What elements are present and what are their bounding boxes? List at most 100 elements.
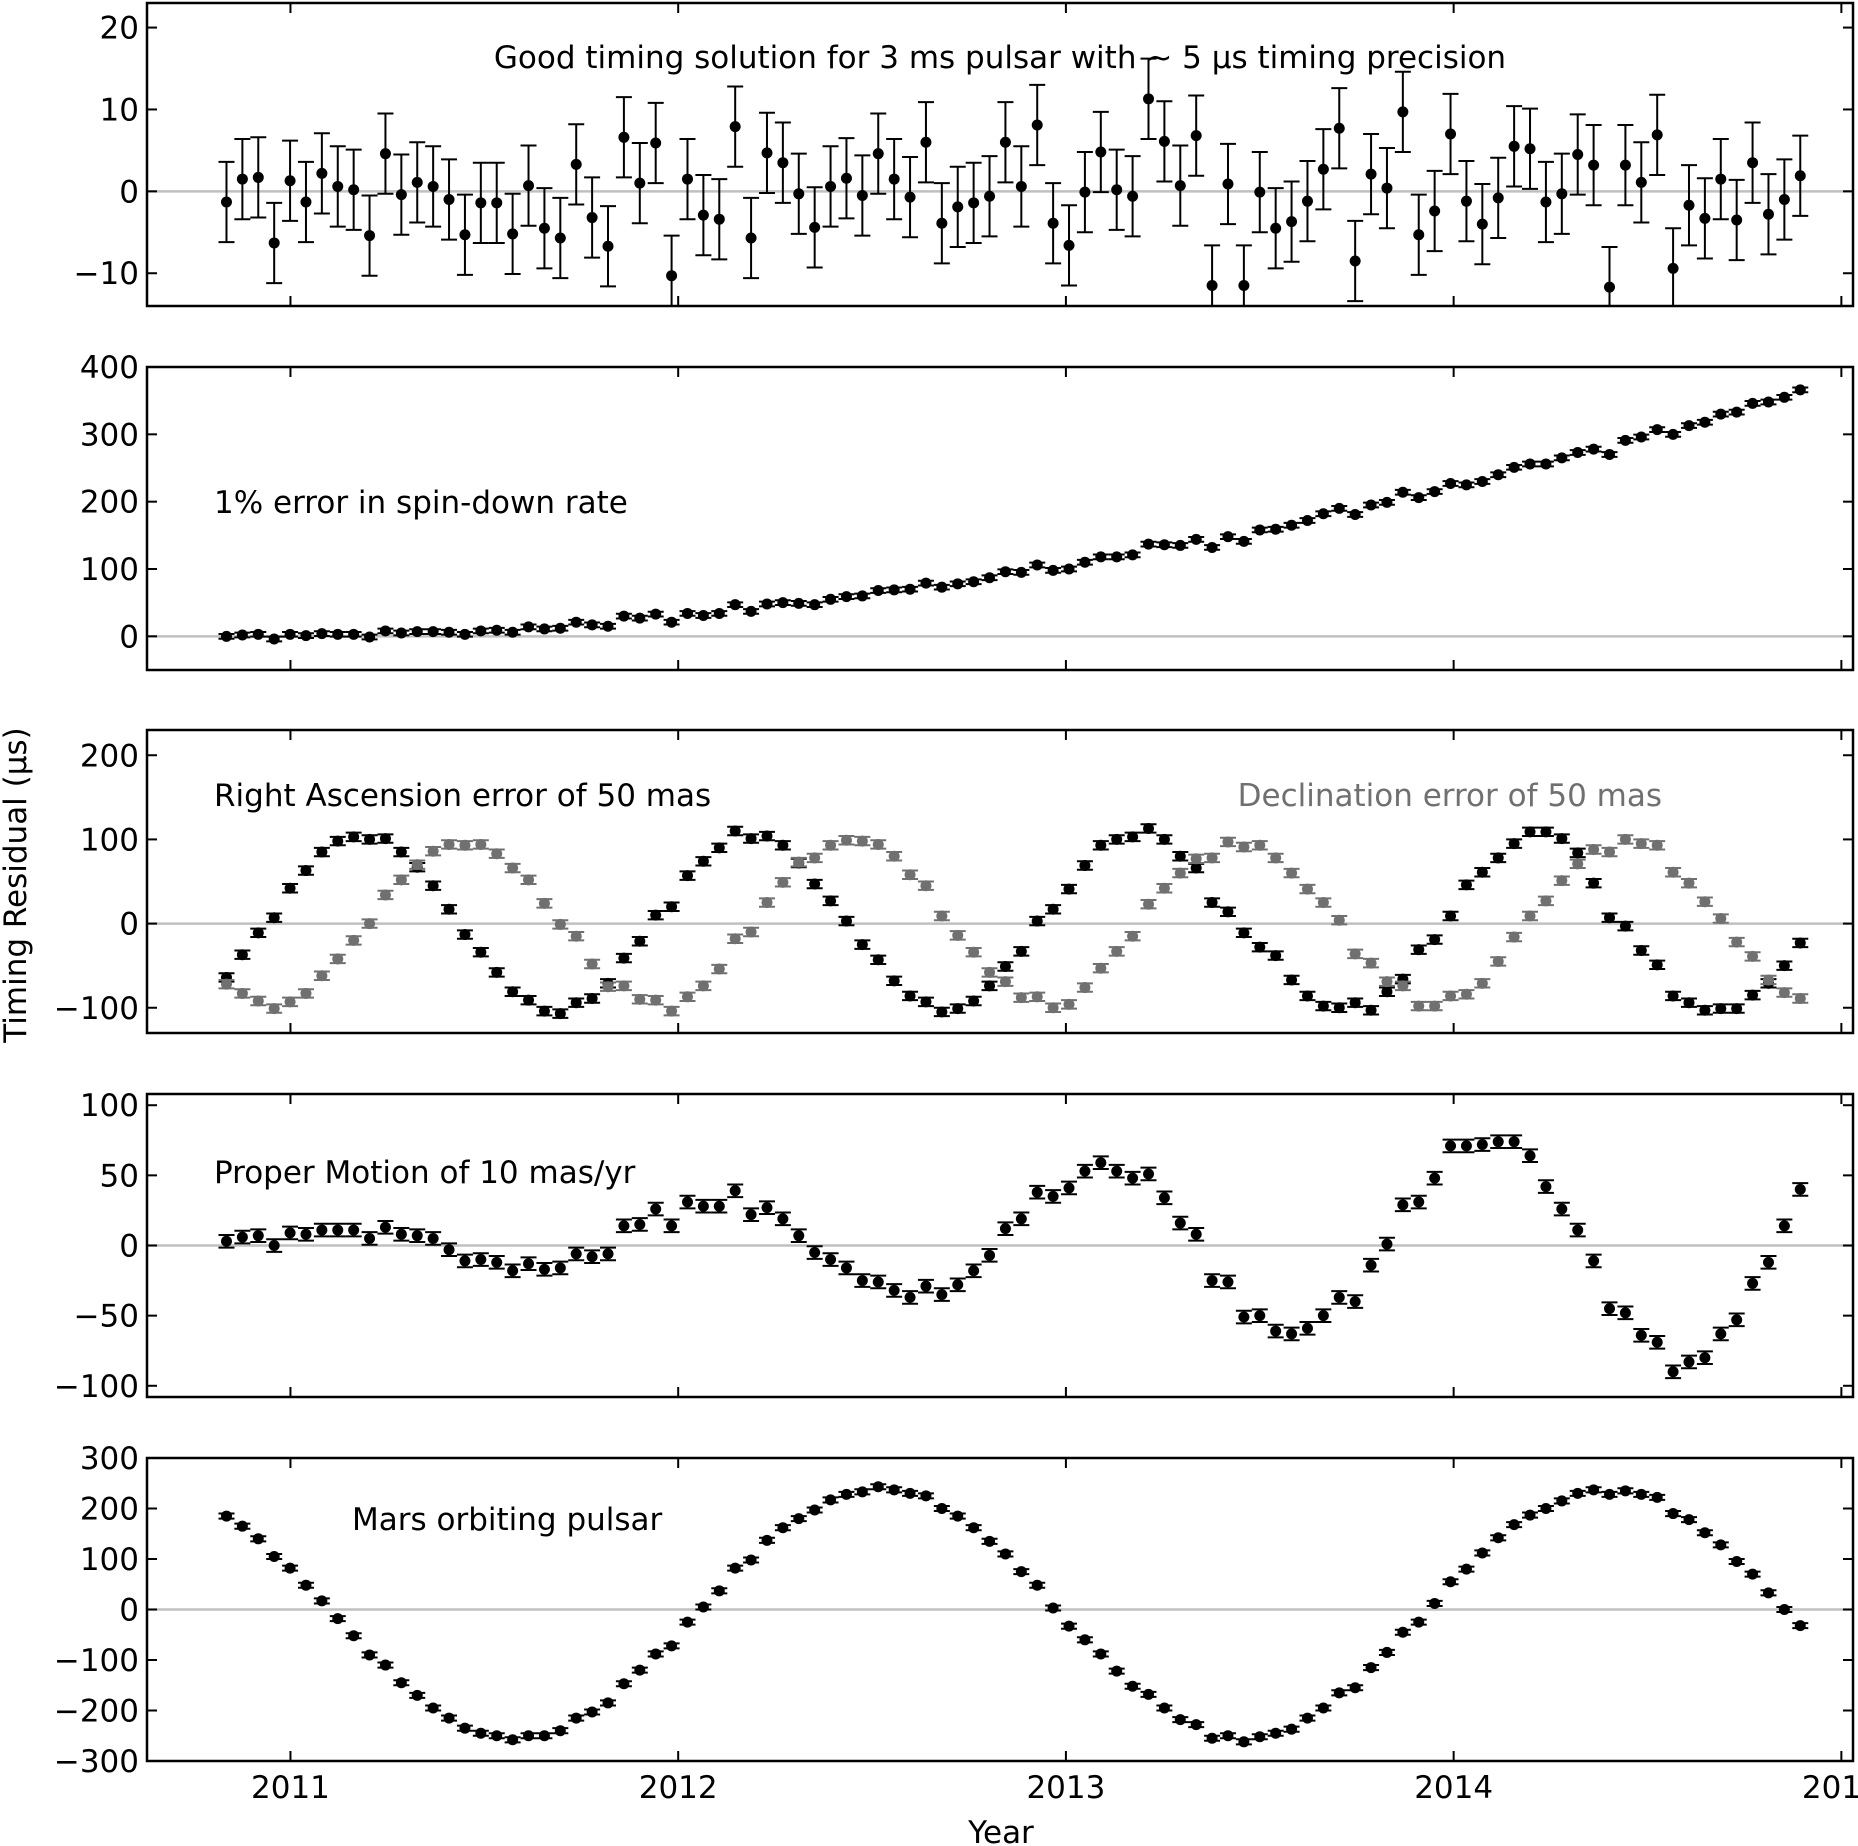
- marker: [681, 607, 693, 619]
- marker: [1381, 976, 1393, 988]
- data-point: [1299, 1320, 1316, 1336]
- marker: [1127, 831, 1139, 843]
- data-point: [1156, 833, 1173, 845]
- marker: [1731, 1003, 1743, 1015]
- data-point: [536, 187, 553, 270]
- data-point: [1013, 1211, 1030, 1227]
- marker: [332, 628, 344, 640]
- marker: [1254, 941, 1266, 953]
- marker: [1508, 1519, 1520, 1531]
- marker: [395, 846, 407, 858]
- marker: [523, 1730, 535, 1742]
- marker: [348, 831, 360, 843]
- marker: [1095, 1648, 1107, 1660]
- marker: [570, 1248, 582, 1260]
- data-point: [1363, 499, 1380, 511]
- data-point: [1792, 384, 1809, 396]
- marker: [1111, 1665, 1123, 1677]
- marker: [872, 148, 884, 160]
- data-point: [1792, 1620, 1809, 1632]
- data-point: [886, 1484, 903, 1496]
- marker: [713, 607, 725, 619]
- marker: [1270, 1727, 1282, 1739]
- marker: [729, 825, 741, 837]
- panel-annotation: Declination error of 50 mas: [1238, 778, 1662, 814]
- marker: [650, 608, 662, 620]
- panel-annotation: Mars orbiting pulsar: [352, 1502, 663, 1538]
- data-point: [1315, 897, 1332, 909]
- data-point: [965, 1263, 982, 1279]
- data-point: [1029, 1579, 1046, 1591]
- marker: [1142, 822, 1154, 834]
- data-point: [1426, 486, 1443, 498]
- data-point: [377, 833, 394, 845]
- marker: [618, 980, 630, 992]
- marker: [1142, 898, 1154, 910]
- marker: [1588, 1255, 1600, 1267]
- marker: [1588, 159, 1600, 171]
- marker: [984, 1535, 996, 1547]
- marker: [1492, 852, 1504, 864]
- chart-panel-2: 400 300 200 100 0 1% error in spin-down rate: [80, 350, 1855, 672]
- data-point: [472, 1252, 489, 1267]
- marker: [999, 1548, 1011, 1560]
- marker: [300, 630, 312, 642]
- marker: [681, 870, 693, 882]
- marker: [697, 980, 709, 992]
- marker: [840, 1262, 852, 1274]
- marker: [523, 621, 535, 633]
- data-point: [1649, 839, 1666, 851]
- marker: [1747, 1568, 1759, 1580]
- marker: [332, 180, 344, 192]
- marker: [507, 986, 519, 998]
- marker: [1715, 173, 1727, 185]
- data-point: [266, 633, 283, 645]
- data-point: [1649, 1334, 1666, 1350]
- marker: [1747, 397, 1759, 409]
- data-point: [1537, 1179, 1554, 1194]
- data-point: [345, 831, 362, 843]
- data-point: [902, 1290, 919, 1305]
- data-point: [1633, 141, 1650, 224]
- data-point: [1474, 1137, 1491, 1152]
- data-point: [695, 609, 712, 621]
- data-point: [1728, 936, 1745, 948]
- data-point: [1283, 1723, 1300, 1735]
- marker: [1031, 1579, 1043, 1591]
- marker: [1508, 461, 1520, 473]
- data-point: [536, 1730, 553, 1742]
- data-point: [282, 996, 299, 1008]
- marker: [681, 1196, 693, 1208]
- data-point: [488, 966, 505, 978]
- marker: [793, 1230, 805, 1242]
- marker: [1460, 1563, 1472, 1575]
- data-point: [536, 1262, 553, 1277]
- marker: [1683, 420, 1695, 432]
- data-point: [1283, 519, 1300, 531]
- chart-panel-1: 20 10 0 −10 Good timing solution for 3 ms pu…: [74, 1, 1855, 308]
- marker: [1047, 217, 1059, 229]
- data-point: [1617, 1305, 1634, 1321]
- marker: [1460, 479, 1472, 491]
- y-tick-label: 10: [100, 92, 139, 128]
- marker: [745, 1554, 757, 1566]
- data-point: [1029, 1184, 1046, 1200]
- data-point: [1522, 1148, 1539, 1164]
- marker: [1635, 176, 1647, 188]
- marker: [968, 1265, 980, 1277]
- data-point: [1299, 990, 1316, 1002]
- data-point: [1553, 452, 1570, 464]
- data-point: [1426, 1597, 1443, 1609]
- data-point: [504, 626, 521, 638]
- data-point: [917, 880, 934, 892]
- marker: [507, 862, 519, 874]
- data-point: [1760, 974, 1777, 986]
- marker: [1429, 1172, 1441, 1184]
- marker: [1206, 897, 1218, 909]
- marker: [364, 1649, 376, 1661]
- data-point: [297, 1226, 314, 1242]
- marker: [411, 626, 423, 638]
- data-point: [1522, 826, 1539, 838]
- data-point: [377, 112, 394, 195]
- data-point: [1633, 431, 1650, 443]
